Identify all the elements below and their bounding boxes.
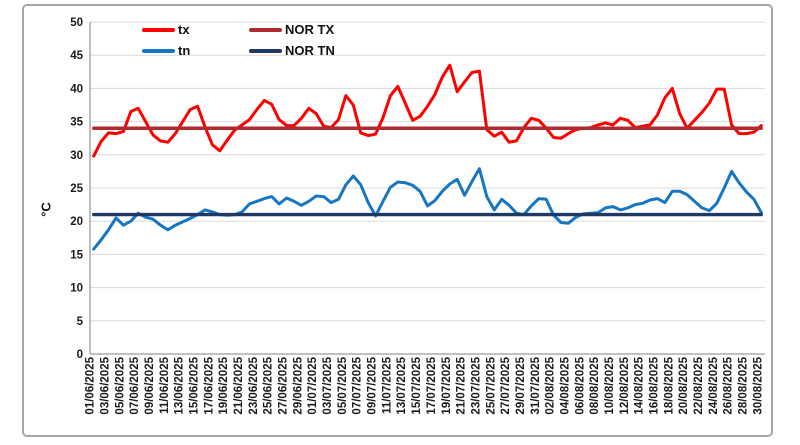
x-tick-label: 14/08/2025 bbox=[634, 356, 646, 414]
temperature-line-chart: 0 5 10 15 20 25 30 35 40 45 50 01/06/2025 03/06/2025… bbox=[70, 17, 765, 415]
y-tick-label: 15 bbox=[70, 249, 83, 261]
x-tick-label: 21/07/2025 bbox=[456, 356, 468, 414]
x-tick-label: 23/06/2025 bbox=[248, 356, 260, 414]
x-tick-label: 26/08/2025 bbox=[723, 356, 735, 414]
x-tick-label: 16/08/2025 bbox=[648, 356, 660, 414]
x-tick-label: 27/06/2025 bbox=[278, 356, 290, 414]
y-tick-label: 35 bbox=[70, 117, 83, 129]
x-tick-label: 25/07/2025 bbox=[485, 356, 497, 414]
legend-label-tx: tx bbox=[178, 22, 190, 37]
x-tick-label: 06/08/2025 bbox=[574, 356, 586, 414]
x-tick-label: 30/08/2025 bbox=[752, 356, 764, 414]
y-tick-label: 0 bbox=[77, 349, 83, 361]
x-tick-label: 13/07/2025 bbox=[396, 356, 408, 414]
x-tick-label: 09/07/2025 bbox=[367, 356, 379, 414]
x-tick-label: 03/06/2025 bbox=[100, 356, 112, 414]
x-tick-label: 04/08/2025 bbox=[559, 356, 571, 414]
x-tick-label: 29/06/2025 bbox=[292, 356, 304, 414]
x-tick-label: 02/08/2025 bbox=[545, 356, 557, 414]
x-tick-label: 05/06/2025 bbox=[114, 356, 126, 414]
x-tick-label: 31/07/2025 bbox=[530, 356, 542, 414]
x-tick-label: 19/07/2025 bbox=[441, 356, 453, 414]
x-tick-label: 07/07/2025 bbox=[352, 356, 364, 414]
legend-item-tn: tn bbox=[142, 43, 190, 59]
legend-label-nor-tx: NOR TX bbox=[285, 22, 335, 37]
y-tick-label: 45 bbox=[70, 50, 83, 62]
x-tick-label: 12/08/2025 bbox=[619, 356, 631, 414]
legend-item-tx: tx bbox=[142, 22, 190, 38]
y-tick-label: 5 bbox=[77, 316, 84, 328]
x-tick-label: 11/06/2025 bbox=[159, 356, 171, 414]
y-tick-label: 25 bbox=[70, 183, 83, 195]
x-tick-label: 20/08/2025 bbox=[678, 356, 690, 414]
chart-panel: 0 5 10 15 20 25 30 35 40 45 50 01/06/2025 03/06/2025… bbox=[22, 4, 773, 437]
legend-item-nor-tn: NOR TN bbox=[249, 43, 335, 59]
y-tick-label: 20 bbox=[70, 216, 83, 228]
x-tick-label: 15/07/2025 bbox=[411, 356, 423, 414]
x-tick-label: 25/06/2025 bbox=[263, 356, 275, 414]
x-tick-label: 07/06/2025 bbox=[129, 356, 141, 414]
x-tick-label: 15/06/2025 bbox=[189, 356, 201, 414]
legend-swatch-tx-icon bbox=[142, 28, 175, 32]
legend-swatch-nor-tx-icon bbox=[249, 28, 282, 32]
x-tick-label: 29/07/2025 bbox=[515, 356, 527, 414]
x-tick-label: 11/07/2025 bbox=[381, 356, 393, 414]
x-tick-label: 19/06/2025 bbox=[218, 356, 230, 414]
x-tick-label: 24/08/2025 bbox=[708, 356, 720, 414]
series-line-tn bbox=[92, 167, 763, 251]
y-tick-label: 40 bbox=[70, 83, 83, 95]
x-tick-label: 09/06/2025 bbox=[144, 356, 156, 414]
x-tick-label: 23/07/2025 bbox=[470, 356, 482, 414]
legend-label-tn: tn bbox=[178, 43, 191, 58]
legend-item-nor-tx: NOR TX bbox=[249, 22, 334, 38]
x-tick-label: 21/06/2025 bbox=[233, 356, 245, 414]
legend-swatch-tn-icon bbox=[142, 49, 175, 53]
x-tick-label: 18/08/2025 bbox=[663, 356, 675, 414]
y-tick-label: 30 bbox=[70, 150, 83, 162]
x-tick-label: 01/06/2025 bbox=[85, 356, 97, 414]
x-tick-label: 10/08/2025 bbox=[604, 356, 616, 414]
x-tick-label: 05/07/2025 bbox=[337, 356, 349, 414]
x-tick-label: 22/08/2025 bbox=[693, 356, 705, 414]
x-tick-label: 17/06/2025 bbox=[203, 356, 215, 414]
y-axis-title: °C bbox=[38, 202, 54, 217]
series-line-tx bbox=[92, 63, 763, 158]
y-tick-label: 10 bbox=[70, 283, 83, 295]
legend-swatch-nor-tn-icon bbox=[249, 49, 282, 53]
x-tick-label: 17/07/2025 bbox=[426, 356, 438, 414]
x-tick-label: 28/08/2025 bbox=[737, 356, 749, 414]
x-tick-label: 03/07/2025 bbox=[322, 356, 334, 414]
x-tick-label: 27/07/2025 bbox=[500, 356, 512, 414]
x-tick-label: 08/08/2025 bbox=[589, 356, 601, 414]
x-tick-label: 13/06/2025 bbox=[174, 356, 186, 414]
y-tick-label: 50 bbox=[70, 17, 83, 29]
legend-label-nor-tn: NOR TN bbox=[285, 43, 335, 58]
x-tick-label: 01/07/2025 bbox=[307, 356, 319, 414]
